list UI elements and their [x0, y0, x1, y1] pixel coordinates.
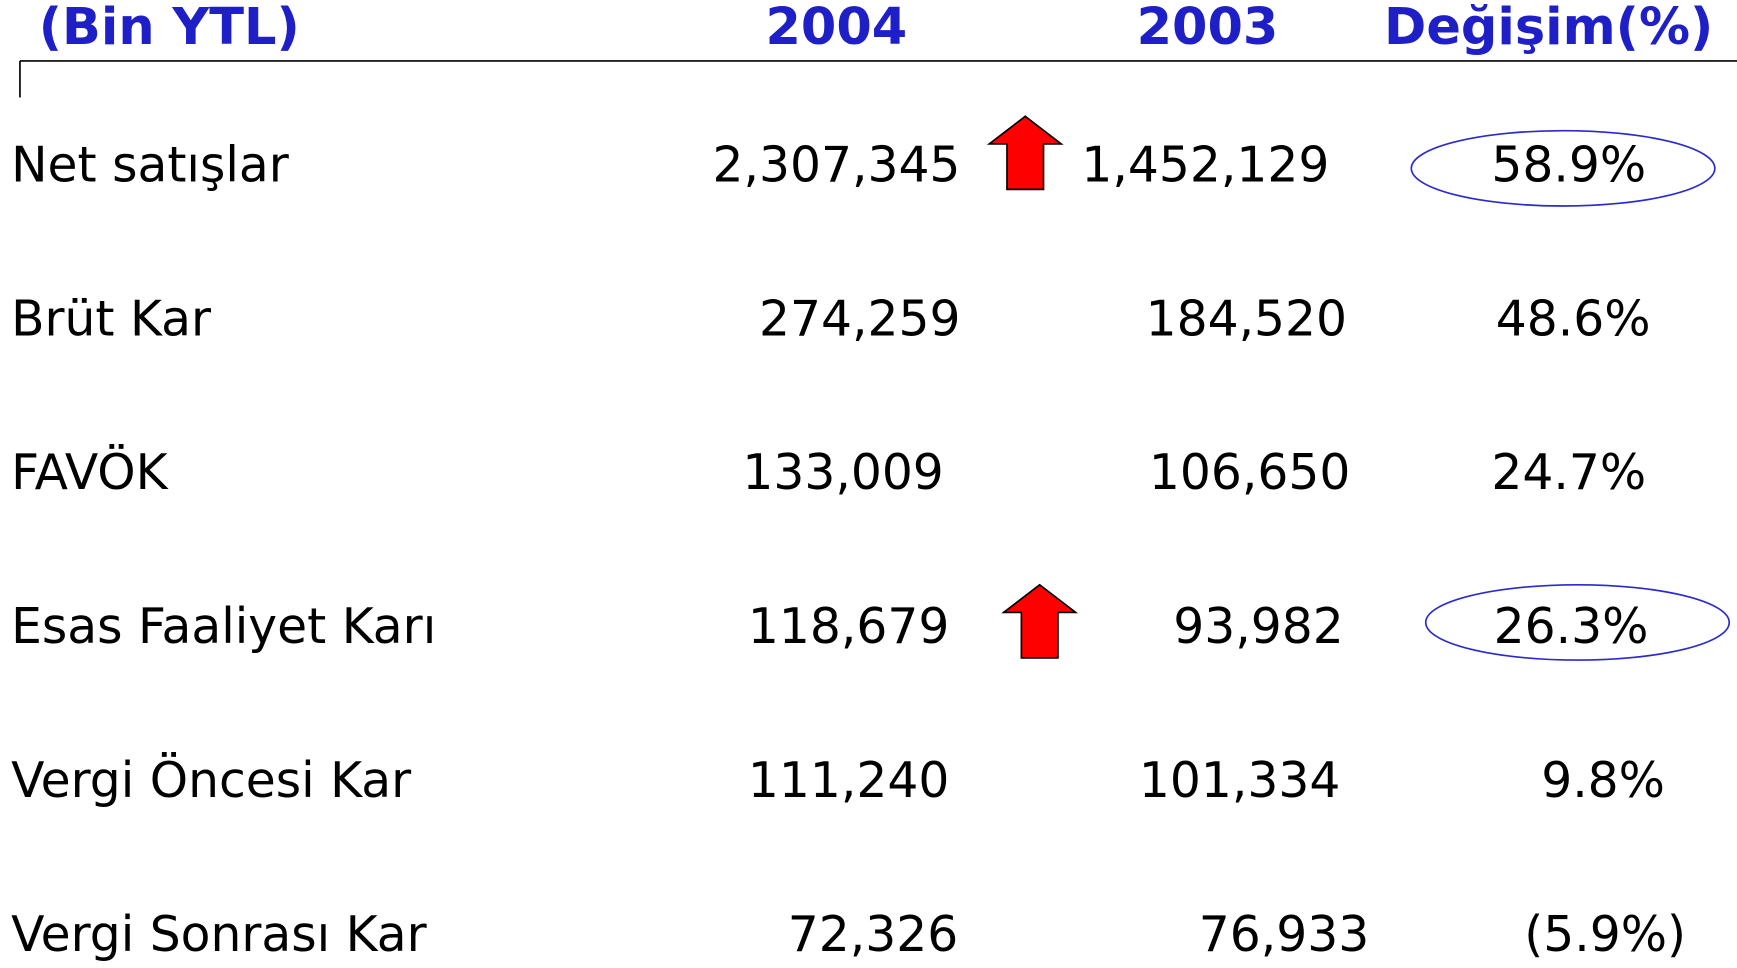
value-cell: 184,520	[1146, 291, 1347, 347]
value-cell: 101,334	[1139, 753, 1340, 809]
change-cell: 9.8%	[1541, 753, 1665, 809]
change-cell: 58.9%	[1491, 137, 1646, 193]
value-cell: 118,679	[748, 599, 949, 655]
row-label: Esas Faaliyet Karı	[11, 599, 436, 655]
value-cell: 111,240	[748, 753, 949, 809]
change-cell: (5.9%)	[1524, 907, 1686, 963]
change-cell: 48.6%	[1496, 291, 1651, 347]
highlight-ellipse	[1410, 129, 1716, 207]
row-label: Vergi Öncesi Kar	[11, 753, 412, 809]
column-header: 2003	[1137, 0, 1279, 57]
column-header: 2004	[765, 0, 907, 57]
value-cell: 93,982	[1173, 599, 1343, 655]
row-label: FAVÖK	[11, 445, 169, 501]
column-header: (Bin YTL)	[39, 0, 300, 57]
value-cell: 274,259	[759, 291, 960, 347]
value-cell: 2,307,345	[712, 137, 960, 193]
value-cell: 76,933	[1199, 907, 1369, 963]
highlight-ellipse	[1424, 583, 1731, 661]
value-cell: 133,009	[742, 445, 943, 501]
column-header: Değişim(%)	[1384, 0, 1713, 57]
up-arrow	[1001, 583, 1079, 659]
value-cell: 1,452,129	[1081, 137, 1329, 193]
row-label: Net satışlar	[11, 137, 290, 193]
up-arrow	[986, 115, 1064, 191]
change-cell: 26.3%	[1494, 599, 1649, 655]
change-cell: 24.7%	[1491, 445, 1646, 501]
value-cell: 72,326	[788, 907, 958, 963]
row-label: Vergi Sonrası Kar	[11, 907, 428, 963]
row-label: Brüt Kar	[11, 291, 212, 347]
value-cell: 106,650	[1149, 445, 1350, 501]
